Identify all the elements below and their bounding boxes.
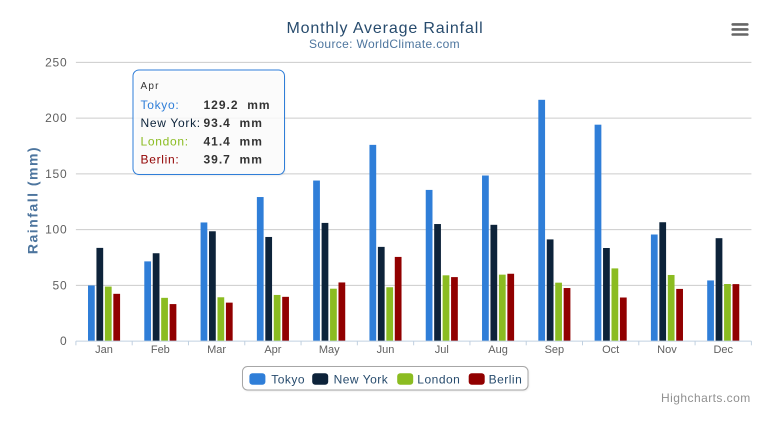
svg-text:41.4 mm: 41.4 mm	[204, 134, 263, 148]
svg-text:Rainfall (mm): Rainfall (mm)	[25, 146, 41, 254]
svg-text:Jun: Jun	[377, 344, 395, 356]
svg-text:100: 100	[45, 223, 67, 237]
svg-text:London: London	[417, 373, 460, 387]
svg-text:200: 200	[45, 111, 67, 125]
svg-text:Feb: Feb	[151, 344, 170, 356]
svg-text:May: May	[319, 344, 340, 356]
svg-text:Jul: Jul	[435, 344, 449, 356]
svg-text:New York: New York	[334, 373, 389, 387]
svg-text:39.7 mm: 39.7 mm	[204, 153, 263, 167]
svg-text:New York:: New York:	[141, 116, 201, 130]
svg-text:250: 250	[45, 55, 67, 69]
svg-text:Oct: Oct	[602, 344, 619, 356]
svg-text:50: 50	[53, 278, 68, 292]
svg-text:Berlin:: Berlin:	[141, 153, 180, 167]
svg-text:Highcharts.com: Highcharts.com	[661, 391, 751, 405]
svg-text:0: 0	[60, 334, 67, 348]
svg-text:Source: WorldClimate.com: Source: WorldClimate.com	[309, 37, 460, 51]
svg-text:Tokyo: Tokyo	[271, 373, 305, 387]
svg-text:150: 150	[45, 167, 67, 181]
svg-text:London:: London:	[141, 134, 189, 148]
svg-text:Mar: Mar	[207, 344, 226, 356]
svg-text:Aug: Aug	[488, 344, 508, 356]
svg-text:Sep: Sep	[545, 344, 565, 356]
svg-text:Monthly Average Rainfall: Monthly Average Rainfall	[286, 20, 483, 37]
svg-text:Apr: Apr	[141, 81, 160, 92]
svg-text:Berlin: Berlin	[489, 373, 523, 387]
svg-text:Jan: Jan	[95, 344, 113, 356]
svg-text:93.4 mm: 93.4 mm	[204, 116, 263, 130]
svg-text:Tokyo:: Tokyo:	[141, 98, 180, 112]
svg-text:Dec: Dec	[713, 344, 733, 356]
svg-text:Apr: Apr	[264, 344, 281, 356]
svg-text:129.2 mm: 129.2 mm	[204, 98, 271, 112]
svg-text:Nov: Nov	[657, 344, 677, 356]
